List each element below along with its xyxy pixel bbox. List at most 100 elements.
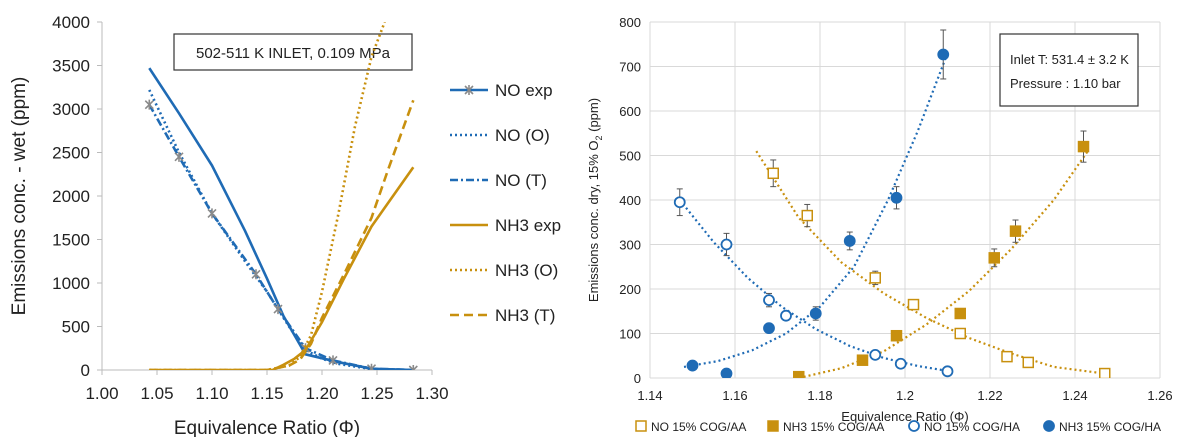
left-legend-label: NH3 (T) bbox=[495, 306, 555, 325]
left-series-marker bbox=[174, 151, 184, 162]
left-series-line-3 bbox=[149, 166, 415, 370]
right-x-tick-label: 1.16 bbox=[722, 388, 747, 403]
right-data-point bbox=[1009, 225, 1022, 237]
right-data-point bbox=[869, 348, 882, 361]
left-x-axis-label: Equivalence Ratio (Φ) bbox=[174, 418, 360, 437]
left-y-axis-label: Emissions conc. - wet (ppm) bbox=[9, 77, 30, 316]
left-series-line-4 bbox=[149, 22, 386, 370]
right-data-point bbox=[809, 307, 822, 320]
left-series-line-2 bbox=[148, 104, 414, 370]
left-chart: 0 500 1000 1500 2000 2500 3000 3500 4000 1.00 1.05… bbox=[9, 13, 561, 437]
left-y-tick-label: 1500 bbox=[52, 231, 90, 250]
right-y-tick-label: 100 bbox=[619, 327, 641, 342]
left-series-marker bbox=[328, 355, 338, 366]
right-x-axis-label: Equivalence Ratio (Φ) bbox=[841, 409, 968, 424]
left-plot-area bbox=[144, 22, 418, 370]
right-data-point bbox=[1099, 367, 1111, 378]
right-data-point bbox=[890, 191, 903, 204]
right-legend-label: NO 15% COG/AA bbox=[651, 420, 746, 434]
right-data-point bbox=[937, 48, 950, 61]
right-data-point bbox=[907, 298, 920, 311]
left-series-marker bbox=[207, 208, 217, 219]
left-series-line-0 bbox=[148, 67, 414, 370]
left-annotation-text: 502-511 K INLET, 0.109 MPa bbox=[196, 45, 391, 62]
left-x-tick-label: 1.25 bbox=[360, 384, 393, 403]
left-legend-label: NH3 exp bbox=[495, 216, 561, 235]
right-annotation-line: Pressure : 1.10 bar bbox=[1010, 76, 1121, 91]
right-y-tick-label: 0 bbox=[634, 371, 641, 386]
right-annotation-line: Inlet T: 531.4 ± 3.2 K bbox=[1010, 52, 1129, 67]
right-data-point bbox=[894, 357, 907, 370]
right-data-point bbox=[1077, 140, 1090, 153]
left-series-marker bbox=[273, 304, 283, 315]
left-x-tick-label: 1.05 bbox=[140, 384, 173, 403]
right-legend-label: NO 15% COG/HA bbox=[924, 420, 1020, 434]
left-x-tick-label: 1.00 bbox=[85, 384, 118, 403]
right-data-point bbox=[801, 209, 813, 222]
right-data-point bbox=[686, 359, 699, 372]
right-data-point bbox=[890, 329, 903, 342]
right-data-point bbox=[720, 367, 733, 378]
right-data-point bbox=[763, 322, 775, 335]
right-annotation-box bbox=[999, 33, 1139, 107]
left-series-line-5 bbox=[149, 99, 415, 370]
right-y-axis-label-part: 2 bbox=[594, 135, 604, 140]
right-x-tick-label: 1.24 bbox=[1062, 388, 1087, 403]
right-x-tick-label: 1.22 bbox=[977, 388, 1002, 403]
right-data-point bbox=[1022, 356, 1034, 369]
left-series-marker bbox=[144, 99, 154, 110]
right-data-point bbox=[954, 327, 966, 340]
right-plot-area bbox=[673, 29, 1111, 378]
right-y-axis-label: Emissions conc. dry, 15% O2 (ppm) bbox=[586, 98, 604, 302]
right-data-point bbox=[673, 196, 686, 209]
right-trendline-3 bbox=[683, 52, 949, 368]
right-data-point bbox=[941, 365, 954, 378]
right-y-tick-label: 700 bbox=[619, 60, 641, 75]
left-y-tick-label: 4000 bbox=[52, 13, 90, 32]
right-trendline-2 bbox=[678, 199, 948, 372]
left-x-tick-label: 1.10 bbox=[195, 384, 228, 403]
right-data-point bbox=[843, 235, 856, 247]
right-chart: 0 100 200 300 400 500 600 700 800 1.14 1.16 1.18 1.2… bbox=[586, 15, 1173, 434]
right-data-point bbox=[780, 309, 792, 322]
left-x-tick-label: 1.15 bbox=[250, 384, 283, 403]
left-y-tick-label: 500 bbox=[62, 318, 90, 337]
right-x-tick-label: 1.26 bbox=[1147, 388, 1172, 403]
right-legend-label: NH3 15% COG/AA bbox=[783, 420, 884, 434]
right-trendline-1 bbox=[798, 150, 1089, 378]
right-y-axis-label-part: Emissions conc. dry, 15% O bbox=[586, 140, 601, 302]
left-x-tick-label: 1.20 bbox=[305, 384, 338, 403]
right-data-point bbox=[793, 370, 805, 378]
left-series-marker bbox=[408, 365, 418, 370]
left-y-tick-label: 3000 bbox=[52, 100, 90, 119]
left-y-tick-label: 2000 bbox=[52, 187, 90, 206]
right-trendline-0 bbox=[755, 150, 1105, 375]
right-y-tick-label: 200 bbox=[619, 282, 641, 297]
left-y-tick-label: 2500 bbox=[52, 144, 90, 163]
left-legend-label: NO (T) bbox=[495, 171, 547, 190]
left-x-tick-label: 1.30 bbox=[415, 384, 448, 403]
right-legend-marker bbox=[908, 420, 920, 432]
right-y-tick-label: 400 bbox=[619, 193, 641, 208]
right-data-point bbox=[988, 252, 1000, 264]
right-data-point bbox=[954, 307, 966, 320]
right-y-tick-label: 600 bbox=[619, 104, 641, 119]
right-x-tick-label: 1.14 bbox=[637, 388, 662, 403]
left-legend-marker bbox=[464, 85, 474, 95]
left-legend-label: NO (O) bbox=[495, 126, 550, 145]
left-series-marker bbox=[366, 363, 377, 370]
left-series-line-1 bbox=[148, 89, 414, 370]
right-legend-marker bbox=[1043, 420, 1055, 432]
right-y-tick-label: 300 bbox=[619, 238, 641, 253]
left-y-tick-label: 0 bbox=[81, 361, 90, 380]
right-y-tick-label: 500 bbox=[619, 149, 641, 164]
right-legend-label: NH3 15% COG/HA bbox=[1059, 420, 1161, 434]
right-data-point bbox=[763, 294, 775, 307]
left-series-marker bbox=[251, 269, 261, 280]
right-y-axis-label-part: (ppm) bbox=[586, 98, 601, 136]
left-y-tick-label: 3500 bbox=[52, 57, 90, 76]
right-legend-marker bbox=[767, 420, 779, 432]
right-data-point bbox=[767, 167, 779, 180]
